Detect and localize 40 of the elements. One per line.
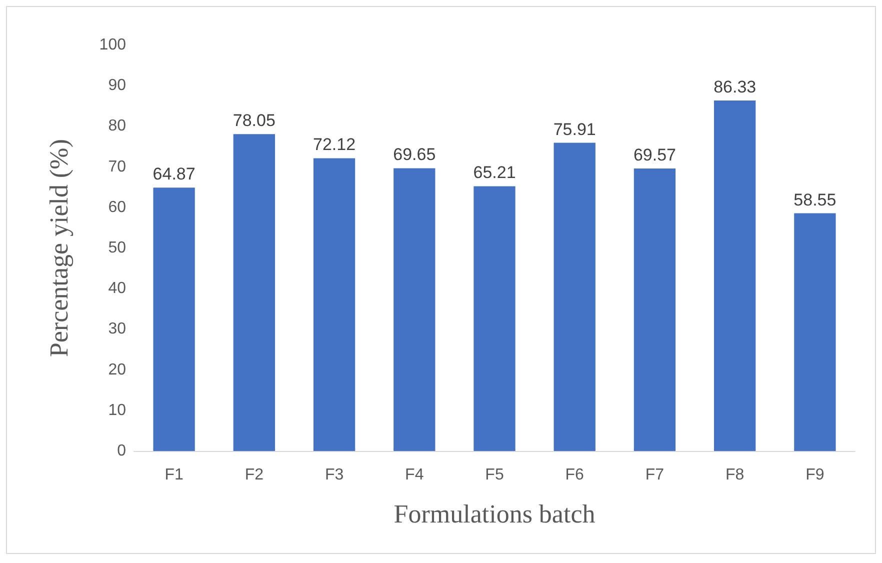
bar: [794, 213, 836, 451]
data-label: 69.65: [393, 145, 436, 164]
bar: [554, 142, 596, 451]
x-tick-label: F3: [324, 466, 344, 484]
data-label: 64.87: [152, 164, 196, 184]
y-tick-label: 80: [108, 118, 126, 135]
x-tick-label: F9: [806, 466, 824, 484]
y-tick-label: 20: [108, 361, 126, 378]
x-tick-label: F2: [244, 466, 264, 484]
bar: [233, 134, 275, 451]
bar: [313, 158, 356, 451]
y-tick-label: 30: [108, 320, 126, 338]
x-tick-label: F6: [565, 466, 584, 484]
bar: [474, 186, 516, 451]
x-tick-label: F8: [725, 466, 744, 484]
x-axis-title: Formulations batch: [394, 500, 596, 528]
bar: [153, 188, 195, 451]
y-tick-label: 40: [108, 280, 126, 298]
bar: [714, 100, 756, 451]
y-tick-label: 90: [108, 77, 126, 94]
x-tick-label: F7: [645, 466, 664, 484]
data-label: 69.57: [633, 146, 676, 165]
data-label: 75.91: [553, 120, 596, 139]
bar: [634, 168, 676, 451]
data-label: 58.55: [794, 190, 836, 210]
y-tick-label: 0: [117, 442, 126, 460]
x-tick-label: F5: [485, 466, 504, 484]
data-label: 72.12: [313, 135, 356, 154]
data-label: 65.21: [473, 163, 516, 182]
y-tick-label: 10: [108, 402, 126, 419]
data-label: 78.05: [232, 111, 276, 130]
y-tick-label: 50: [108, 240, 126, 256]
y-tick-label: 70: [108, 158, 126, 176]
data-label: 86.33: [714, 78, 756, 96]
x-tick-label: F4: [405, 466, 424, 484]
y-tick-label: 100: [99, 36, 126, 54]
bar: [394, 168, 436, 451]
x-tick-label: F1: [164, 466, 184, 484]
y-axis-title: Percentage yield (%): [44, 138, 74, 358]
y-tick-label: 60: [108, 198, 126, 216]
